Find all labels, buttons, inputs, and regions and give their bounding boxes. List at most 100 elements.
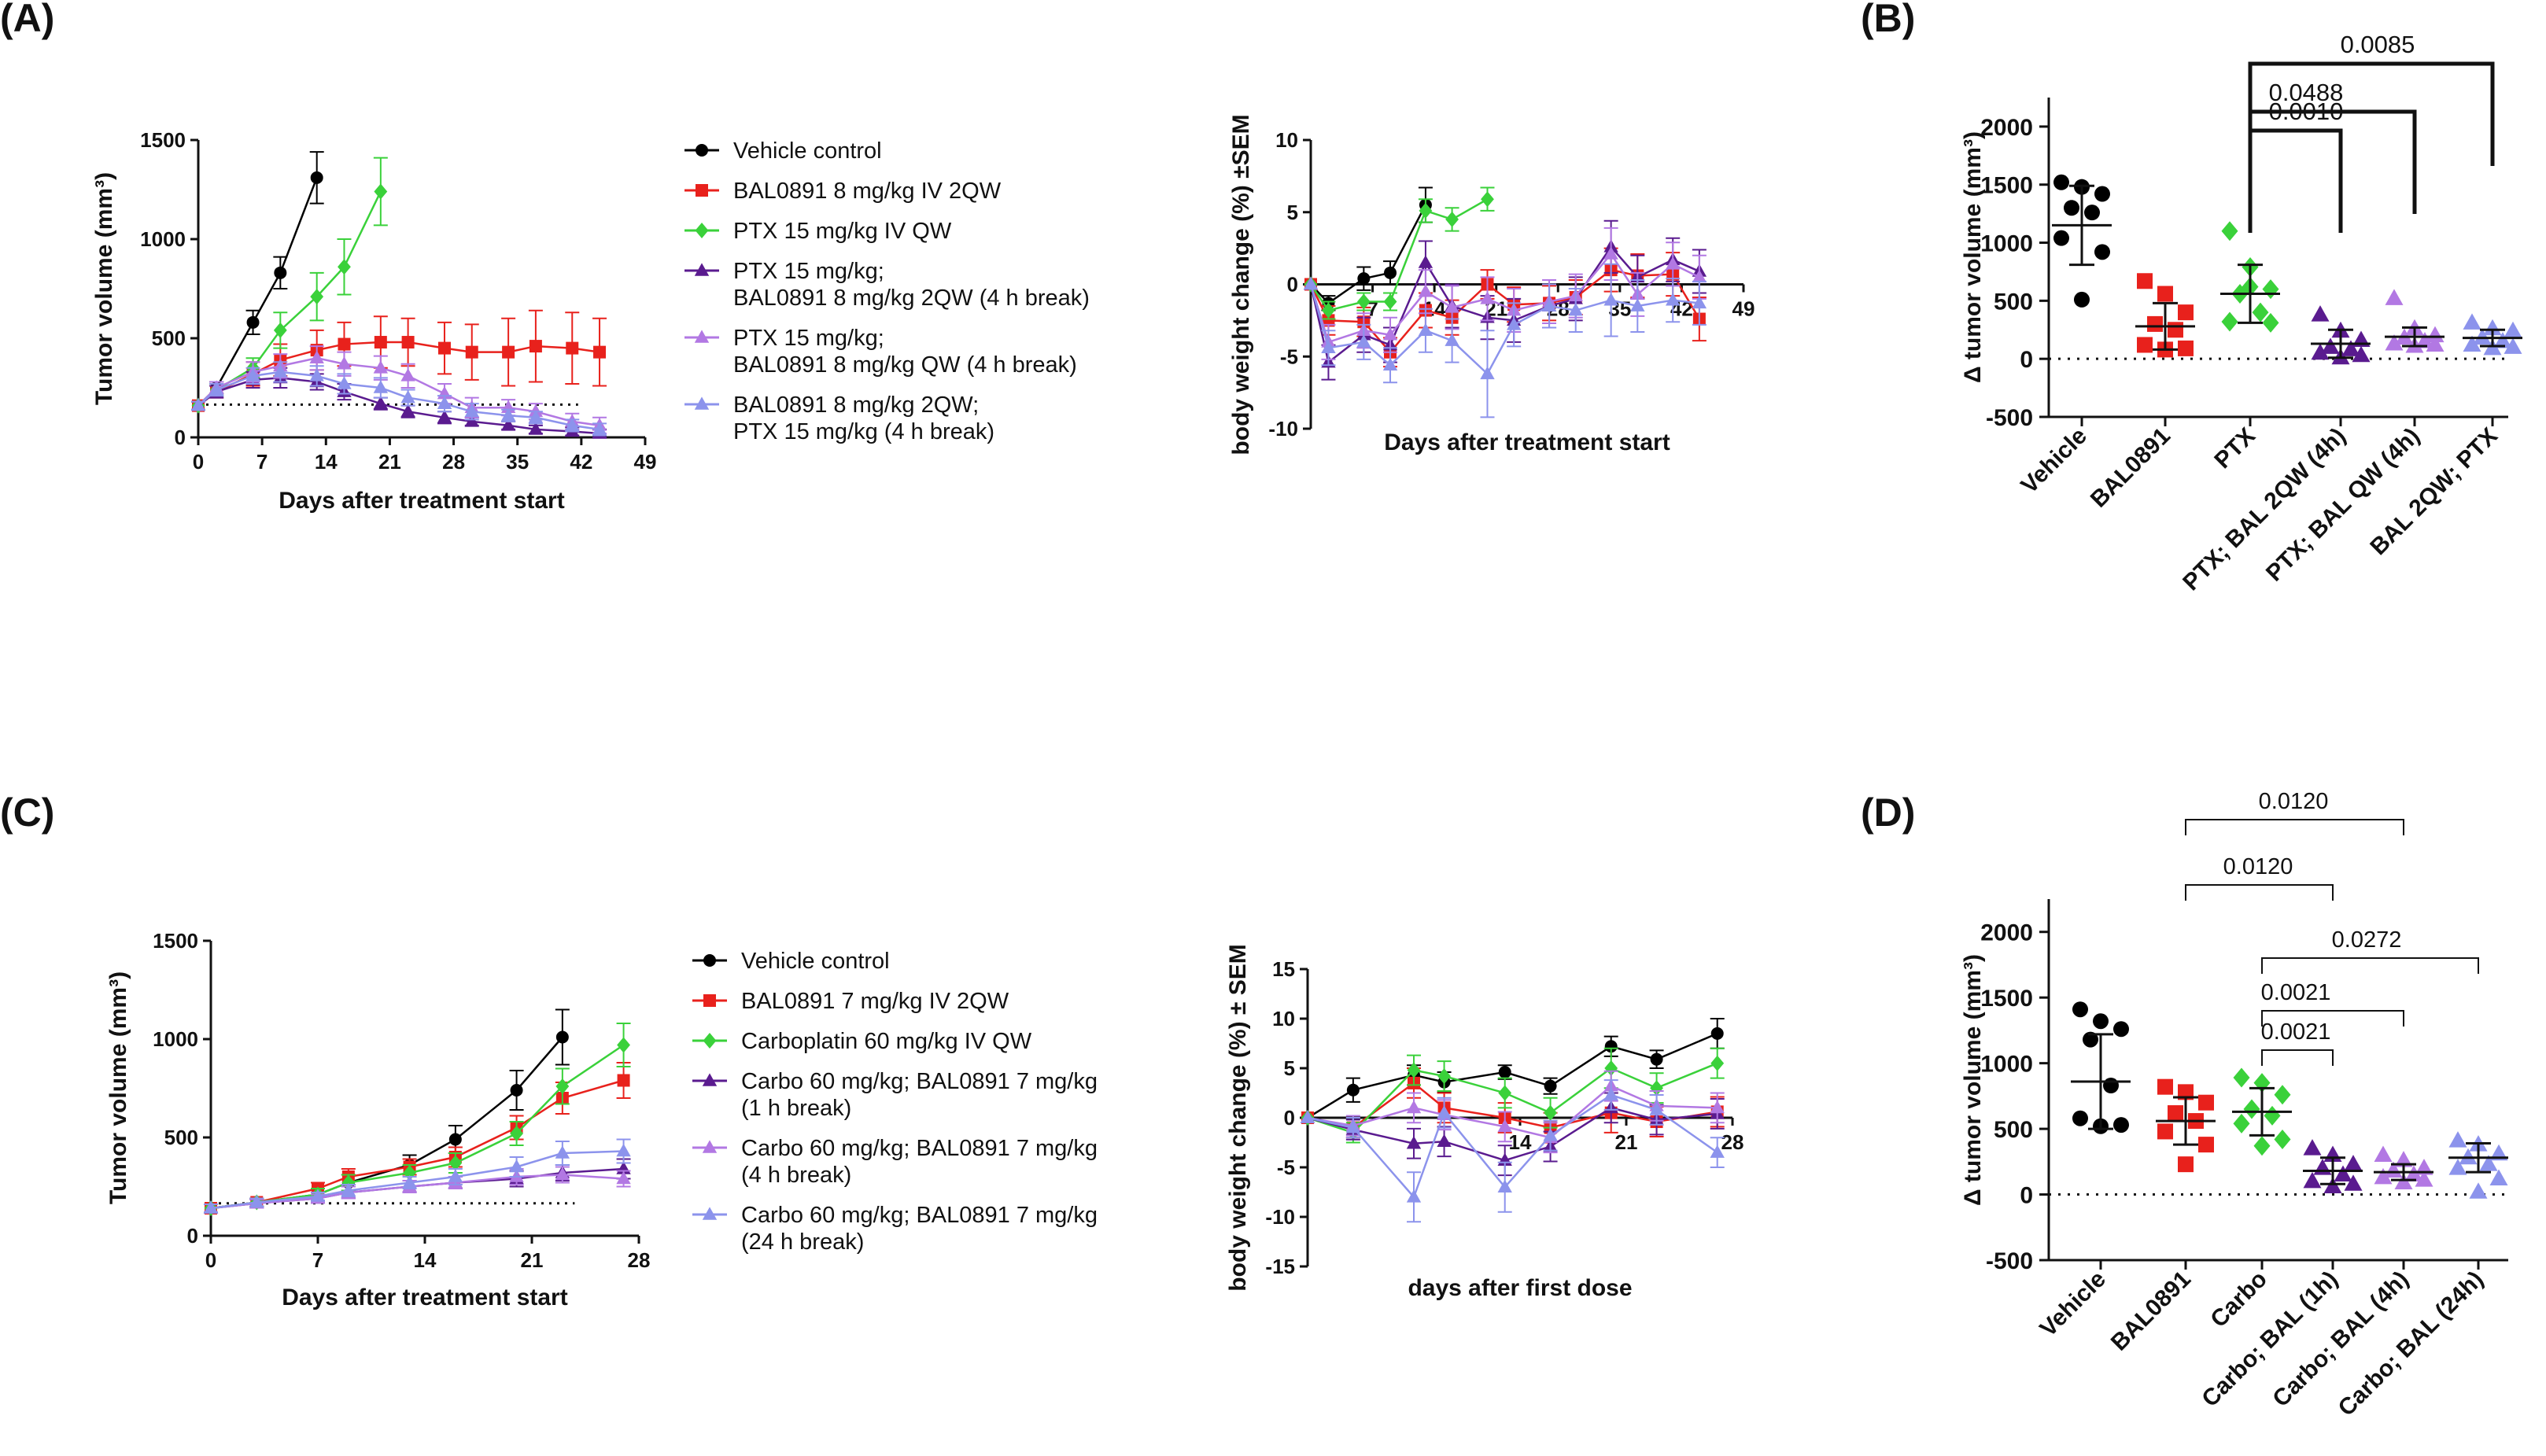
significance-bracket: 0.0120 — [2185, 789, 2404, 835]
data-point — [1406, 1136, 1422, 1149]
y-tick-label: -500 — [1986, 1248, 2033, 1274]
data-point — [2233, 1113, 2250, 1133]
legend-item-vehicle-control: Vehicle control — [684, 138, 882, 164]
group-carbo-bal-24h — [2448, 1131, 2508, 1199]
data-point — [1498, 1085, 1512, 1101]
y-tick-label: 500 — [1994, 289, 2033, 315]
data-point — [309, 368, 324, 382]
data-point — [1497, 1119, 1512, 1133]
y-axis-title: Δ tumor volume (mm³) — [1960, 954, 1986, 1206]
data-point — [2448, 1159, 2467, 1175]
category-label: PTX — [2209, 423, 2260, 474]
panel-label-c: (C) — [0, 791, 54, 835]
significance-bracket: 0.0021 — [2261, 1019, 2334, 1066]
data-point — [2053, 230, 2069, 246]
y-tick-label: 0 — [1287, 273, 1298, 297]
data-point — [502, 345, 515, 359]
data-point — [510, 1126, 523, 1141]
legend-marker — [695, 223, 709, 238]
data-point — [1384, 266, 1397, 279]
legend-marker — [694, 396, 710, 410]
legend-item-ptx-15-mg-kg-bal0891-8-mg-kg-2qw-4-h-break: PTX 15 mg/kg;BAL0891 8 mg/kg 2QW (4 h br… — [684, 259, 1090, 311]
data-point — [1710, 1027, 1724, 1040]
data-point — [1322, 302, 1335, 319]
data-point — [400, 404, 415, 418]
data-point — [437, 341, 451, 355]
category-label: Carbo; BAL (24h) — [2334, 1266, 2489, 1421]
data-point — [617, 1037, 630, 1053]
y-tick-label: 1000 — [1980, 1052, 2033, 1078]
data-point — [2113, 1117, 2129, 1133]
bracket-line — [2248, 109, 2417, 214]
data-point — [464, 404, 479, 418]
legend-item-bal0891-8-mg-kg-2qw-ptx-15-mg-kg-4-h-break: BAL0891 8 mg/kg 2QW;PTX 15 mg/kg (4 h br… — [684, 393, 994, 444]
data-point — [1418, 323, 1434, 337]
data-point — [1406, 1100, 1422, 1114]
data-point — [528, 410, 544, 423]
category-label: BAL0891 — [2086, 423, 2175, 513]
data-point — [2198, 1137, 2214, 1153]
bracket-line — [2261, 1049, 2334, 1066]
bracket-line — [2261, 1010, 2404, 1027]
group-bal0891 — [2156, 1078, 2216, 1173]
data-point — [1710, 1055, 1725, 1071]
p-value: 0.0120 — [2223, 854, 2293, 879]
p-value: 0.0488 — [2269, 79, 2344, 106]
y-tick-label: 2000 — [1980, 920, 2033, 946]
x-tick-label: 14 — [315, 450, 338, 474]
y-tick-label: 2000 — [1980, 115, 2033, 141]
data-point — [2311, 305, 2330, 322]
data-point — [310, 1189, 326, 1202]
data-point — [528, 422, 544, 435]
significance-bracket: 0.0272 — [2261, 927, 2479, 974]
data-point — [2415, 1170, 2433, 1187]
x-tick-label: 21 — [1615, 1130, 1638, 1154]
data-point — [1544, 1104, 1557, 1121]
p-value: 0.0021 — [2261, 980, 2331, 1005]
legend-marker — [703, 1033, 717, 1049]
data-point — [1497, 1179, 1512, 1192]
data-point — [373, 360, 389, 374]
data-point — [400, 390, 415, 404]
data-point — [565, 418, 580, 431]
data-point — [1480, 366, 1495, 380]
data-point — [1382, 327, 1398, 341]
data-point — [1692, 269, 1707, 283]
y-tick-label: -10 — [1268, 417, 1298, 440]
legend-label: PTX 15 mg/kg; — [733, 326, 884, 351]
group-ptx-bal-qw-4h — [2385, 289, 2445, 353]
data-point — [1322, 314, 1335, 327]
bracket-line — [2185, 819, 2404, 835]
data-point — [1498, 1066, 1511, 1079]
y-tick-label: 0 — [2020, 347, 2033, 373]
series-carbo-bal-24h — [1300, 1079, 1725, 1223]
data-point — [2504, 321, 2522, 338]
data-point — [2489, 1144, 2508, 1161]
group-carbo-bal-4h — [2374, 1145, 2433, 1190]
data-point — [500, 418, 516, 431]
y-tick-label: 1500 — [1980, 173, 2033, 199]
data-point — [616, 1170, 631, 1185]
data-point — [2384, 1161, 2403, 1178]
p-value: 0.0021 — [2261, 1019, 2331, 1045]
legend-item-ptx-15-mg-kg-bal0891-8-mg-kg-qw-4-h-break: PTX 15 mg/kg;BAL0891 8 mg/kg QW (4 h bre… — [684, 326, 1077, 378]
data-point — [2483, 319, 2502, 336]
y-tick-label: 1000 — [1980, 231, 2033, 257]
data-point — [1603, 293, 1618, 306]
y-axis-title: Tumor volume (mm³) — [91, 172, 117, 405]
y-tick-label: 500 — [1994, 1117, 2033, 1143]
data-point — [1445, 333, 1459, 346]
x-tick-label: 7 — [312, 1248, 323, 1272]
legend-marker — [702, 1073, 718, 1086]
legend-item-bal0891-8-mg-kg-iv-2qw: BAL0891 8 mg/kg IV 2QW — [684, 179, 1002, 204]
y-tick-label: 1500 — [140, 128, 186, 152]
data-point — [1437, 1133, 1452, 1148]
chart-c-body-weight: -15 -10 -5 0 5 10 15 14 21 28 body weight change (… — [1225, 944, 1743, 1301]
data-point — [2404, 1165, 2423, 1182]
bracket-line — [2261, 957, 2479, 974]
y-tick-label: 500 — [164, 1126, 198, 1149]
series-carbo-60-mg-kg-bal0891-7-mg-kg-24-h-break — [203, 1138, 631, 1214]
group-carbo-bal-1h — [2303, 1139, 2363, 1194]
